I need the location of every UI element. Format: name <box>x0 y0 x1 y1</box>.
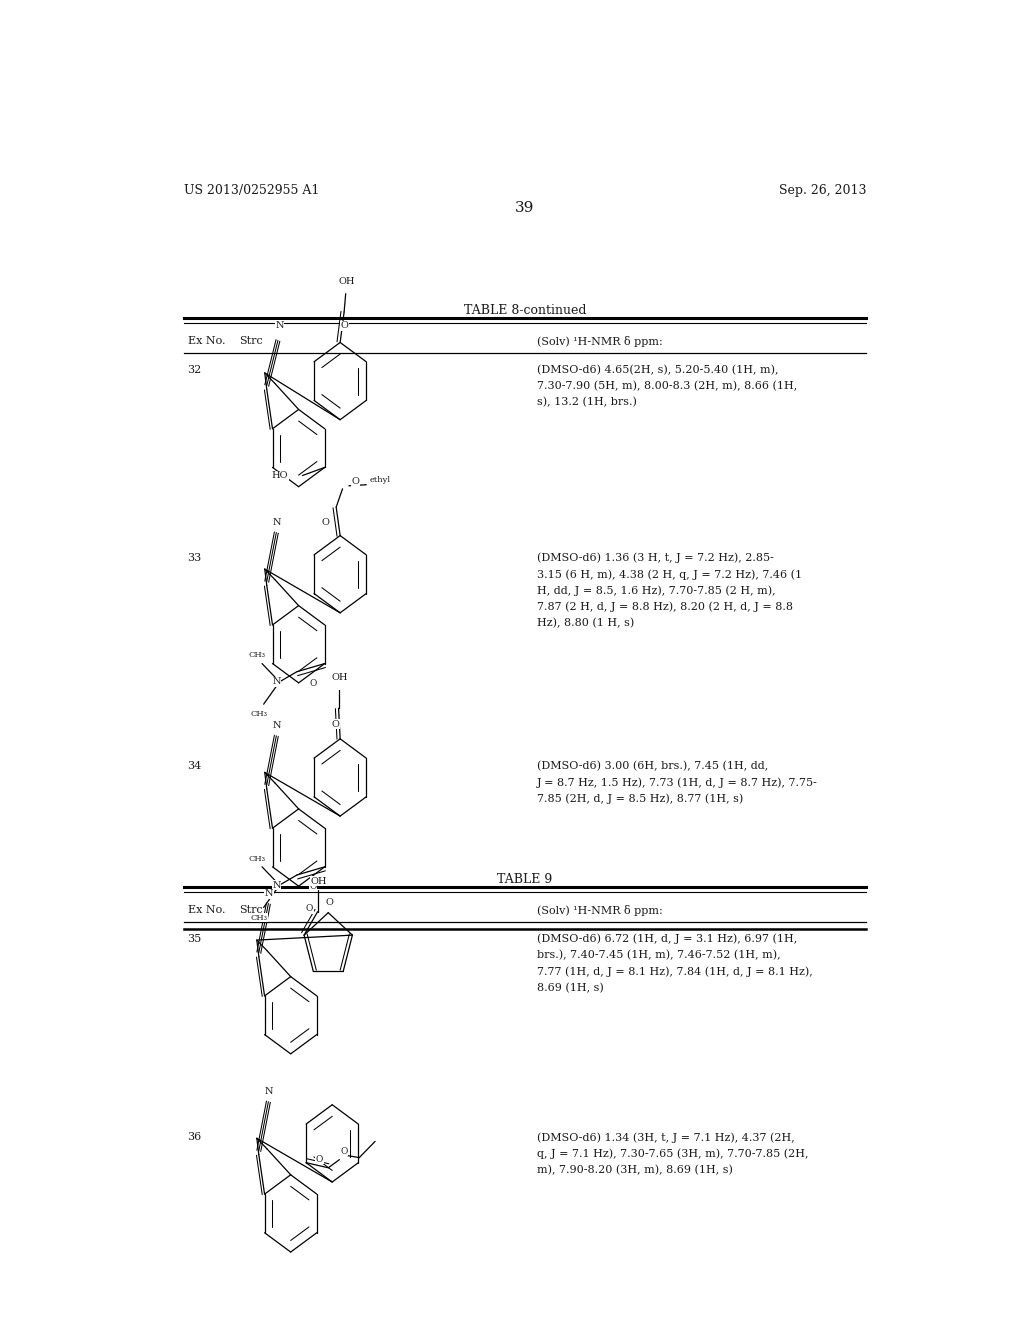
Text: O: O <box>351 478 359 486</box>
Text: (Solv) ¹H-NMR δ ppm:: (Solv) ¹H-NMR δ ppm: <box>537 906 663 916</box>
Text: (DMSO-d6) 3.00 (6H, brs.), 7.45 (1H, dd,: (DMSO-d6) 3.00 (6H, brs.), 7.45 (1H, dd, <box>537 762 768 771</box>
Text: HO: HO <box>271 471 288 480</box>
Text: 3.15 (6 H, m), 4.38 (2 H, q, J = 7.2 Hz), 7.46 (1: 3.15 (6 H, m), 4.38 (2 H, q, J = 7.2 Hz)… <box>537 569 802 579</box>
Text: ethyl: ethyl <box>370 475 391 483</box>
Text: CH₃: CH₃ <box>251 710 267 718</box>
Text: (DMSO-d6) 6.72 (1H, d, J = 3.1 Hz), 6.97 (1H,: (DMSO-d6) 6.72 (1H, d, J = 3.1 Hz), 6.97… <box>537 935 797 945</box>
Text: Ex No.: Ex No. <box>187 337 225 346</box>
Text: O: O <box>340 321 348 330</box>
Text: US 2013/0252955 A1: US 2013/0252955 A1 <box>183 183 318 197</box>
Text: N: N <box>265 890 273 898</box>
Text: 8.69 (1H, s): 8.69 (1H, s) <box>537 982 603 993</box>
Text: TABLE 9: TABLE 9 <box>498 873 552 886</box>
Text: O: O <box>309 678 316 688</box>
Text: Strc: Strc <box>240 906 263 916</box>
Text: N: N <box>272 517 282 527</box>
Text: (Solv) ¹H-NMR δ ppm:: (Solv) ¹H-NMR δ ppm: <box>537 337 663 347</box>
Text: (DMSO-d6) 4.65(2H, s), 5.20-5.40 (1H, m),: (DMSO-d6) 4.65(2H, s), 5.20-5.40 (1H, m)… <box>537 364 778 375</box>
Text: OH: OH <box>332 673 348 682</box>
Text: (DMSO-d6) 1.36 (3 H, t, J = 7.2 Hz), 2.85-: (DMSO-d6) 1.36 (3 H, t, J = 7.2 Hz), 2.8… <box>537 553 773 564</box>
Text: 36: 36 <box>187 1133 202 1142</box>
Text: Sep. 26, 2013: Sep. 26, 2013 <box>778 183 866 197</box>
Text: CH₃: CH₃ <box>251 913 267 921</box>
Text: 32: 32 <box>187 364 202 375</box>
Text: H, dd, J = 8.5, 1.6 Hz), 7.70-7.85 (2 H, m),: H, dd, J = 8.5, 1.6 Hz), 7.70-7.85 (2 H,… <box>537 585 775 595</box>
Text: CH₃: CH₃ <box>249 854 266 863</box>
Text: O: O <box>309 882 316 891</box>
Text: N: N <box>272 677 281 686</box>
Text: 7.87 (2 H, d, J = 8.8 Hz), 8.20 (2 H, d, J = 8.8: 7.87 (2 H, d, J = 8.8 Hz), 8.20 (2 H, d,… <box>537 602 793 612</box>
Text: 39: 39 <box>515 201 535 215</box>
Text: O: O <box>341 1147 348 1156</box>
Text: OH: OH <box>311 876 328 886</box>
Text: N: N <box>275 321 284 330</box>
Text: 7.85 (2H, d, J = 8.5 Hz), 8.77 (1H, s): 7.85 (2H, d, J = 8.5 Hz), 8.77 (1H, s) <box>537 793 743 804</box>
Text: 35: 35 <box>187 935 202 944</box>
Text: N: N <box>272 880 281 890</box>
Text: O: O <box>306 904 313 913</box>
Text: 7.30-7.90 (5H, m), 8.00-8.3 (2H, m), 8.66 (1H,: 7.30-7.90 (5H, m), 8.00-8.3 (2H, m), 8.6… <box>537 381 797 391</box>
Text: (DMSO-d6) 1.34 (3H, t, J = 7.1 Hz), 4.37 (2H,: (DMSO-d6) 1.34 (3H, t, J = 7.1 Hz), 4.37… <box>537 1133 795 1143</box>
Text: Hz), 8.80 (1 H, s): Hz), 8.80 (1 H, s) <box>537 618 634 628</box>
Text: TABLE 8-continued: TABLE 8-continued <box>464 304 586 317</box>
Text: O: O <box>326 898 334 907</box>
Text: Ex No.: Ex No. <box>187 906 225 916</box>
Text: CH₃: CH₃ <box>249 651 266 660</box>
Text: brs.), 7.40-7.45 (1H, m), 7.46-7.52 (1H, m),: brs.), 7.40-7.45 (1H, m), 7.46-7.52 (1H,… <box>537 950 780 961</box>
Text: J = 8.7 Hz, 1.5 Hz), 7.73 (1H, d, J = 8.7 Hz), 7.75-: J = 8.7 Hz, 1.5 Hz), 7.73 (1H, d, J = 8.… <box>537 777 817 788</box>
Text: 7.77 (1H, d, J = 8.1 Hz), 7.84 (1H, d, J = 8.1 Hz),: 7.77 (1H, d, J = 8.1 Hz), 7.84 (1H, d, J… <box>537 966 812 977</box>
Text: 34: 34 <box>187 762 202 771</box>
Text: O: O <box>322 519 329 527</box>
Text: OH: OH <box>338 277 354 286</box>
Text: 33: 33 <box>187 553 202 562</box>
Text: O: O <box>315 1155 324 1164</box>
Text: O: O <box>332 719 339 729</box>
Text: N: N <box>272 721 282 730</box>
Text: N: N <box>265 1088 273 1096</box>
Text: s), 13.2 (1H, brs.): s), 13.2 (1H, brs.) <box>537 397 637 408</box>
Text: m), 7.90-8.20 (3H, m), 8.69 (1H, s): m), 7.90-8.20 (3H, m), 8.69 (1H, s) <box>537 1164 732 1175</box>
Text: q, J = 7.1 Hz), 7.30-7.65 (3H, m), 7.70-7.85 (2H,: q, J = 7.1 Hz), 7.30-7.65 (3H, m), 7.70-… <box>537 1148 808 1159</box>
Text: Strc: Strc <box>240 337 263 346</box>
